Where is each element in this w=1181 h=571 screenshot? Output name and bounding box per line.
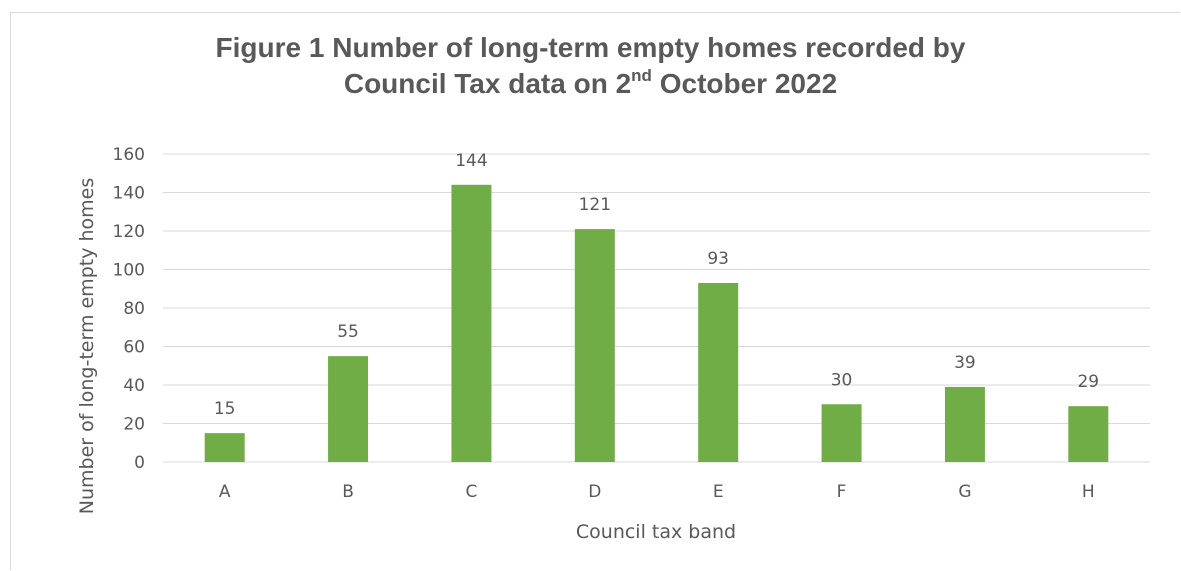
data-label-a: 15 (214, 399, 236, 419)
y-tick-label: 20 (123, 415, 145, 435)
data-label-g: 39 (954, 353, 976, 373)
data-label-e: 93 (707, 249, 729, 269)
category-label-e: E (713, 482, 724, 502)
bar-e (698, 282, 739, 462)
y-axis-title: Number of long-term empty homes (76, 178, 98, 515)
chart-title-line1: Figure 1 Number of long-term empty homes… (215, 32, 966, 63)
category-label-h: H (1082, 482, 1095, 502)
y-tick-label: 60 (123, 338, 145, 358)
chart-frame (10, 12, 1180, 570)
y-tick-label: 100 (113, 261, 145, 281)
chart-title-line2-sup: nd (631, 66, 652, 85)
bar-c (451, 184, 492, 463)
bar-g (944, 386, 985, 462)
data-label-d: 121 (579, 195, 611, 215)
y-tick-label: 160 (113, 145, 145, 165)
chart-title: Figure 1 Number of long-term empty homes… (0, 30, 1181, 102)
data-label-b: 55 (337, 322, 359, 342)
data-labels: 15 55 144 121 93 30 39 29 (214, 151, 1099, 419)
y-tick-label: 140 (113, 184, 145, 204)
bar-f (821, 404, 862, 462)
category-label-a: A (219, 482, 231, 502)
category-label-c: C (466, 482, 478, 502)
category-labels: A B C D E F G H (219, 482, 1095, 502)
data-label-f: 30 (831, 370, 853, 390)
bar-a (204, 433, 245, 462)
chart-title-line2-post: October 2022 (651, 68, 838, 99)
x-axis-title: Council tax band (576, 521, 736, 543)
category-label-f: F (837, 482, 847, 502)
bars (204, 184, 1109, 463)
category-label-b: B (342, 482, 354, 502)
bar-b (328, 356, 369, 462)
y-tick-label: 80 (123, 299, 145, 319)
bar-d (574, 229, 615, 462)
gridlines (163, 153, 1150, 463)
chart-title-line2-pre: Council Tax data on 2 (343, 68, 632, 99)
category-label-d: D (588, 482, 601, 502)
y-tick-label: 40 (123, 376, 145, 396)
bar-h (1068, 406, 1109, 462)
chart-title-line2: Council Tax data on 2nd October 2022 (0, 66, 1181, 102)
y-tick-label: 0 (134, 453, 145, 473)
y-tick-label: 120 (113, 222, 145, 242)
data-label-h: 29 (1077, 372, 1099, 392)
category-label-g: G (958, 482, 971, 502)
data-label-c: 144 (455, 151, 487, 171)
y-tick-labels: 0 20 40 60 80 100 120 140 160 (113, 145, 145, 473)
